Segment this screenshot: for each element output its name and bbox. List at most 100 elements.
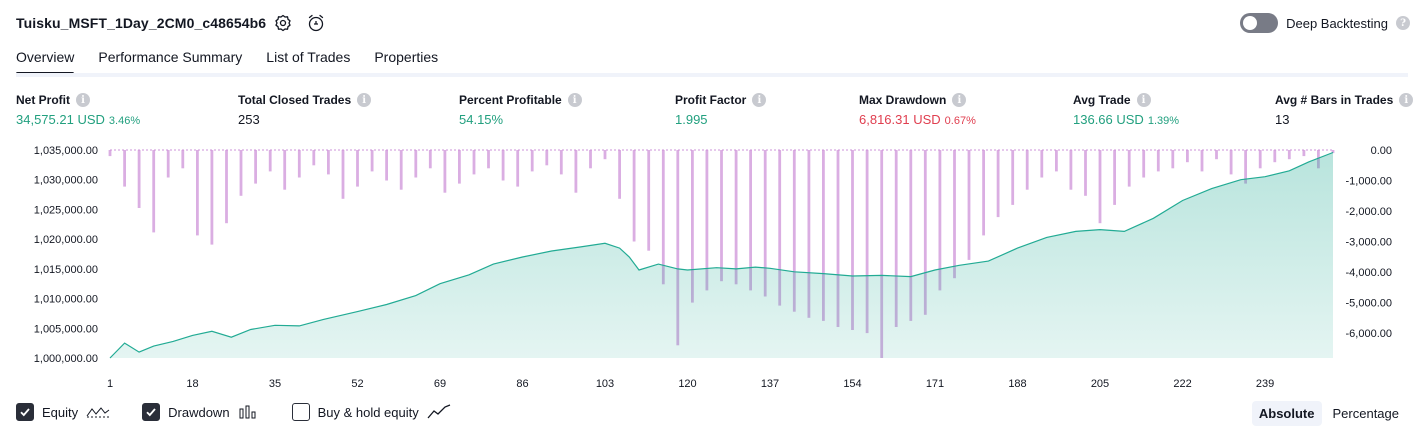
equity-axis-tick: 1,020,000.00	[34, 234, 98, 246]
drawdown-axis: 0.00 -1,000.00 -2,000.00 -3,000.00 -4,000.00…	[1346, 145, 1392, 340]
drawdown-bar	[268, 150, 272, 172]
equity-axis-tick: 1,035,000.00	[34, 145, 98, 157]
metric-label: Profit Factor	[675, 93, 747, 107]
drawdown-bar	[734, 150, 738, 285]
tab-performance-summary[interactable]: Performance Summary	[98, 49, 243, 65]
drawdown-bar	[1040, 150, 1044, 178]
tab-list-of-trades[interactable]: List of Trades	[266, 49, 351, 65]
drawdown-bar	[1244, 150, 1247, 184]
drawdown-bar	[137, 150, 141, 208]
drawdown-bar	[1025, 150, 1029, 190]
buy-hold-checkbox[interactable]	[291, 403, 310, 421]
tab-overview[interactable]: Overview	[16, 46, 75, 75]
metric-total-closed-trades: Total Closed Trades i 253	[238, 93, 372, 127]
drawdown-bar	[589, 150, 592, 169]
drawdown-bar	[472, 150, 476, 175]
add-alert-icon[interactable]	[305, 12, 327, 34]
trade-number-axis: 1 18 35 52 69 86 103 120 137 154 171 188 205 222 239	[107, 378, 1274, 390]
drawdown-bar	[691, 150, 694, 303]
drawdown-bar	[923, 150, 927, 315]
trade-number-tick: 52	[351, 378, 363, 390]
equity-toggle[interactable]: Equity	[16, 403, 110, 421]
drawdown-axis-tick: -5,000.00	[1346, 298, 1392, 310]
drawdown-bar	[108, 150, 112, 157]
info-icon[interactable]: i	[1399, 93, 1414, 107]
drawdown-bar	[1127, 150, 1131, 187]
tab-properties[interactable]: Properties	[374, 49, 439, 65]
drawdown-bar	[1142, 150, 1146, 178]
metric-value: 54.15%	[459, 112, 504, 127]
drawdown-bar	[763, 150, 767, 297]
info-icon[interactable]: i	[952, 93, 967, 107]
trade-number-tick: 1	[107, 378, 113, 390]
drawdown-bar	[370, 150, 374, 172]
drawdown-bar	[778, 150, 782, 306]
trade-number-tick: 103	[596, 378, 614, 390]
equity-line	[109, 151, 1334, 359]
drawdown-bar	[297, 150, 301, 178]
equity-axis-tick: 1,030,000.00	[34, 175, 98, 187]
trade-number-tick: 69	[434, 378, 446, 390]
deep-backtesting-label: Deep Backtesting	[1286, 15, 1388, 31]
drawdown-bar	[807, 150, 811, 318]
drawdown-axis-tick: -4,000.00	[1346, 267, 1392, 279]
trade-number-tick: 120	[678, 378, 696, 390]
equity-axis-tick: 1,000,000.00	[34, 353, 98, 365]
trade-number-tick: 86	[516, 378, 528, 390]
equity-checkbox[interactable]	[16, 403, 34, 421]
equity-axis-tick: 1,025,000.00	[34, 204, 98, 216]
deep-backtesting-toggle[interactable]	[1240, 13, 1279, 33]
drawdown-bar	[836, 150, 840, 327]
drawdown-bar	[1200, 150, 1204, 172]
absolute-button[interactable]: Absolute	[1251, 401, 1322, 426]
drawdown-bar	[1215, 150, 1218, 160]
metric-label: Max Drawdown	[859, 93, 947, 107]
drawdown-bar	[385, 150, 388, 181]
info-icon[interactable]: i	[1136, 93, 1151, 107]
drawdown-bar	[152, 150, 156, 233]
info-icon[interactable]: ?	[1396, 16, 1410, 30]
drawdown-toggle[interactable]: Drawdown	[142, 403, 259, 421]
percentage-button[interactable]: Percentage	[1332, 406, 1400, 421]
trade-number-tick: 205	[1091, 378, 1109, 390]
buy-hold-line-icon	[427, 404, 450, 419]
tab-divider	[16, 73, 1408, 77]
drawdown-bar	[705, 150, 709, 291]
info-icon[interactable]: i	[752, 93, 767, 107]
drawdown-bars	[108, 150, 1335, 358]
drawdown-bar	[618, 150, 621, 199]
metric-label: Total Closed Trades	[238, 93, 352, 107]
buy-hold-toggle[interactable]: Buy & hold equity	[291, 403, 451, 421]
drawdown-checkbox[interactable]	[142, 403, 161, 421]
drawdown-bar	[1011, 150, 1015, 205]
drawdown-bar	[1069, 150, 1073, 190]
drawdown-bar	[1302, 150, 1306, 157]
info-icon[interactable]: i	[76, 93, 90, 107]
drawdown-bar	[720, 150, 723, 282]
trade-number-tick: 18	[186, 378, 198, 390]
drawdown-bar	[559, 150, 563, 175]
drawdown-bar	[196, 150, 199, 236]
metric-value: 253	[238, 112, 260, 127]
drawdown-bar	[1113, 150, 1116, 205]
drawdown-bar	[851, 150, 854, 330]
drawdown-bar	[792, 150, 796, 312]
drawdown-bar	[312, 150, 316, 166]
equity-label: Equity	[42, 404, 79, 420]
metric-avg-bars-in-trades: Avg # Bars in Trades i 13	[1275, 93, 1414, 127]
equity-axis: 1,035,000.00 1,030,000.00 1,025,000.00 1,02…	[34, 145, 98, 365]
trade-number-tick: 137	[761, 378, 779, 390]
metric-value: 34,575.21 USD	[16, 112, 105, 127]
report-tabs: Overview Performance Summary List of Tra…	[16, 46, 439, 75]
drawdown-bar	[1098, 150, 1102, 224]
drawdown-bar	[1084, 150, 1087, 196]
info-icon[interactable]: i	[567, 93, 582, 107]
equity-drawdown-chart[interactable]: 1,035,000.00 1,030,000.00 1,025,000.00 1,02…	[0, 138, 1424, 394]
drawdown-bar	[356, 150, 359, 187]
drawdown-bar	[283, 150, 287, 190]
settings-icon[interactable]	[272, 12, 294, 34]
metric-label: Net Profit	[16, 93, 70, 107]
metric-value: 6,816.31 USD	[859, 112, 941, 127]
drawdown-bar	[501, 150, 505, 181]
info-icon[interactable]: i	[357, 93, 372, 107]
